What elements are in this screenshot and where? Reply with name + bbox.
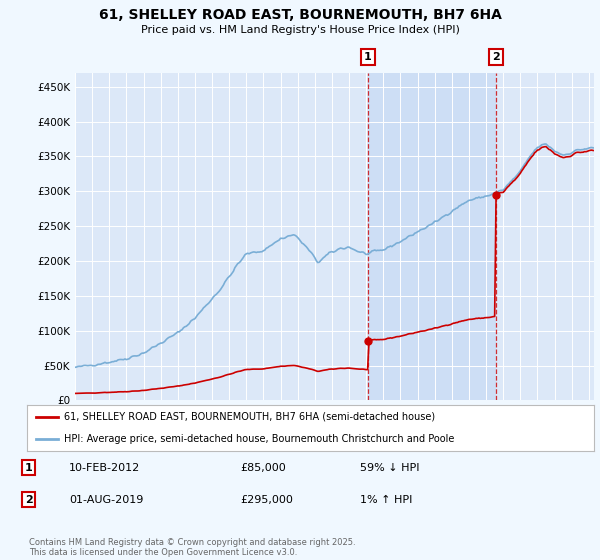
- Text: 59% ↓ HPI: 59% ↓ HPI: [360, 463, 419, 473]
- Text: 1: 1: [364, 52, 372, 62]
- Text: 1: 1: [25, 463, 32, 473]
- Text: £85,000: £85,000: [240, 463, 286, 473]
- Text: 2: 2: [492, 52, 500, 62]
- Text: 2: 2: [25, 494, 32, 505]
- Text: 61, SHELLEY ROAD EAST, BOURNEMOUTH, BH7 6HA: 61, SHELLEY ROAD EAST, BOURNEMOUTH, BH7 …: [98, 8, 502, 22]
- Text: 61, SHELLEY ROAD EAST, BOURNEMOUTH, BH7 6HA (semi-detached house): 61, SHELLEY ROAD EAST, BOURNEMOUTH, BH7 …: [64, 412, 435, 422]
- Bar: [368, 73, 496, 400]
- Text: HPI: Average price, semi-detached house, Bournemouth Christchurch and Poole: HPI: Average price, semi-detached house,…: [64, 434, 454, 444]
- Text: Contains HM Land Registry data © Crown copyright and database right 2025.
This d: Contains HM Land Registry data © Crown c…: [29, 538, 355, 557]
- Text: Price paid vs. HM Land Registry's House Price Index (HPI): Price paid vs. HM Land Registry's House …: [140, 25, 460, 35]
- Text: £295,000: £295,000: [240, 494, 293, 505]
- Text: 10-FEB-2012: 10-FEB-2012: [69, 463, 140, 473]
- Text: 1% ↑ HPI: 1% ↑ HPI: [360, 494, 412, 505]
- Text: 01-AUG-2019: 01-AUG-2019: [69, 494, 143, 505]
